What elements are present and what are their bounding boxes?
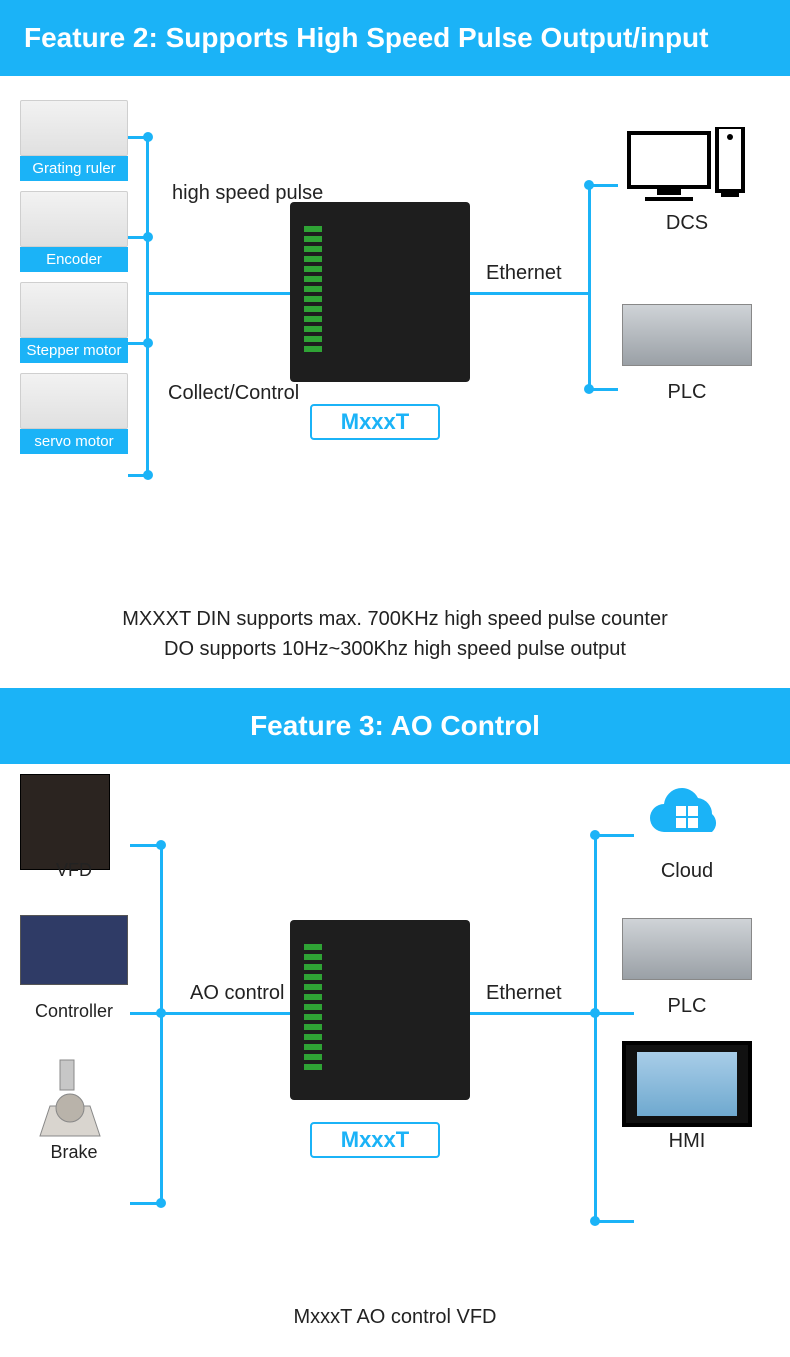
plc-label-f3: PLC (668, 995, 707, 1018)
stepper-motor-label: Stepper motor (20, 338, 128, 363)
feature2-caption-line2: DO supports 10Hz~300Khz high speed pulse… (20, 634, 770, 664)
feature2-right-column: DCS PLC (612, 126, 762, 404)
stub-r3-f3 (594, 1220, 634, 1223)
dot (584, 180, 594, 190)
label-ao-control: AO control (190, 982, 284, 1005)
dcs-label: DCS (666, 212, 708, 235)
mxxxt-device (290, 202, 470, 382)
bus-to-right-f3 (470, 1012, 596, 1015)
right-item-plc: PLC (622, 295, 752, 404)
bus-vertical-right-f3 (594, 834, 597, 1222)
label-ethernet: Ethernet (486, 262, 562, 285)
dot (143, 338, 153, 348)
left-item-grating-ruler: Grating ruler (20, 100, 128, 181)
brake-icon (20, 1056, 128, 1136)
right-item-cloud: Cloud (622, 774, 752, 883)
dot (156, 1198, 166, 1208)
hmi-label: HMI (669, 1130, 706, 1153)
mxxxt-badge-f3: MxxxT (310, 1122, 440, 1158)
controller-label: Controller (20, 995, 128, 1028)
controller-icon (20, 915, 128, 995)
left-item-vfd: VFD (20, 774, 128, 887)
cloud-label: Cloud (661, 860, 713, 883)
hmi-icon (622, 1044, 752, 1124)
feature2-banner: Feature 2: Supports High Speed Pulse Out… (0, 0, 790, 76)
feature3-banner: Feature 3: AO Control (0, 688, 790, 764)
cloud-icon (622, 774, 752, 854)
plc-box-icon (622, 304, 752, 366)
left-item-brake: Brake (20, 1056, 128, 1169)
vfd-label: VFD (20, 854, 128, 887)
dot (584, 384, 594, 394)
brake-label: Brake (20, 1136, 128, 1169)
right-item-dcs: DCS (622, 126, 752, 235)
stepper-motor-icon (20, 282, 128, 338)
dot (156, 840, 166, 850)
plc-icon-f3 (622, 909, 752, 989)
feature3-left-column: VFD Controller Brake (20, 774, 130, 1169)
feature2-caption-line1: MXXXT DIN supports max. 700KHz high spee… (20, 604, 770, 634)
bus-vertical-right (588, 184, 591, 390)
plc-box-icon-f3 (622, 918, 752, 980)
feature2-diagram: high speed pulse Collect/Control Etherne… (0, 76, 790, 586)
dot (590, 1008, 600, 1018)
servo-motor-icon (20, 373, 128, 429)
bus-to-device-left-f3 (160, 1012, 290, 1015)
bus-vertical-left (146, 136, 149, 476)
monitor-icon (627, 127, 747, 205)
feature3-caption-text: MxxxT AO control VFD (20, 1302, 770, 1332)
right-item-plc-f3: PLC (622, 909, 752, 1018)
grating-ruler-label: Grating ruler (20, 156, 128, 181)
dot (590, 830, 600, 840)
encoder-icon (20, 191, 128, 247)
label-ethernet-f3: Ethernet (486, 982, 562, 1005)
left-item-encoder: Encoder (20, 191, 128, 272)
bus-to-right (470, 292, 590, 295)
bus-vertical-left-f3 (160, 844, 163, 1204)
dot (143, 232, 153, 242)
mxxxt-badge: MxxxT (310, 404, 440, 440)
feature2-left-column: Grating ruler Encoder Stepper motor serv… (20, 100, 130, 454)
encoder-label: Encoder (20, 247, 128, 272)
mxxxt-device-f3 (290, 920, 470, 1100)
vfd-icon (20, 774, 128, 854)
plc-icon (622, 295, 752, 375)
dot (143, 470, 153, 480)
feature3-right-column: Cloud PLC HMI (612, 774, 762, 1153)
grating-ruler-icon (20, 100, 128, 156)
plc-label: PLC (668, 381, 707, 404)
left-item-controller: Controller (20, 915, 128, 1028)
feature2-caption: MXXXT DIN supports max. 700KHz high spee… (0, 586, 790, 688)
left-item-stepper-motor: Stepper motor (20, 282, 128, 363)
feature3-caption: MxxxT AO control VFD (0, 1284, 790, 1356)
left-item-servo-motor: servo motor (20, 373, 128, 454)
dot (590, 1216, 600, 1226)
right-item-hmi: HMI (622, 1044, 752, 1153)
dcs-icon (622, 126, 752, 206)
servo-motor-label: servo motor (20, 429, 128, 454)
feature3-diagram: AO control Ethernet VFD Controller Brake… (0, 764, 790, 1284)
label-collect-control: Collect/Control (168, 382, 299, 405)
bus-to-device-left (146, 292, 290, 295)
dot (143, 132, 153, 142)
